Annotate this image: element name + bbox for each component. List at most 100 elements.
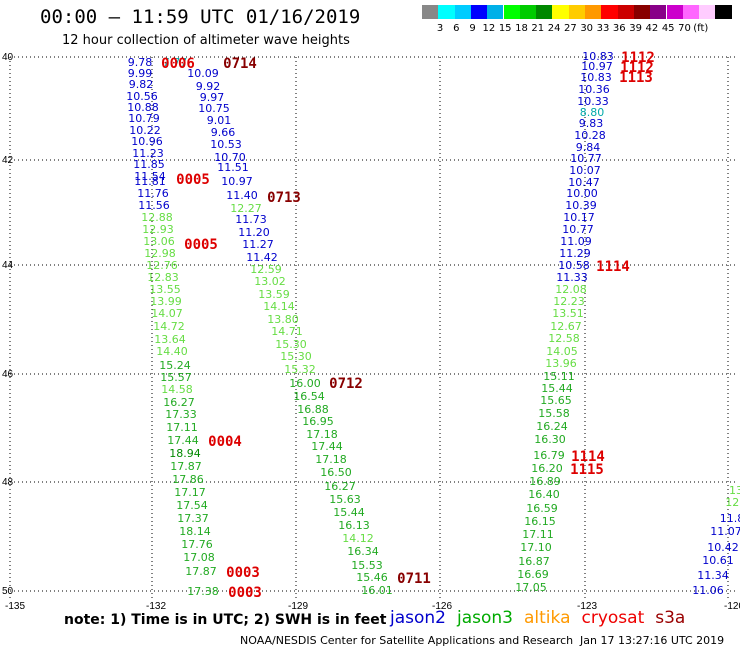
scale-label: 15: [498, 23, 512, 34]
swh-value: 17.76: [181, 538, 213, 551]
scale-label: 18: [515, 23, 528, 34]
scale-label: 39: [629, 23, 642, 34]
graticule: [9, 56, 735, 600]
swh-value: 11.09: [560, 235, 592, 248]
swh-value: 10.77: [562, 223, 594, 236]
swh-value: 16.00: [289, 377, 321, 390]
swh-value: 18.94: [169, 447, 201, 460]
swh-value: 11.29: [559, 247, 591, 260]
swh-value: 13: [729, 484, 740, 497]
swh-value: 8.80: [580, 106, 605, 119]
swh-value: 11.51: [217, 161, 249, 174]
scale-label: 9: [469, 23, 476, 34]
swh-value: 10.22: [129, 124, 161, 137]
scale-label: 21: [531, 23, 545, 34]
swh-value: 11.27: [242, 238, 274, 251]
swh-value: 10.07: [569, 164, 601, 177]
swh-value: 17.87: [185, 565, 217, 578]
swh-value: 15.44: [541, 382, 573, 395]
swh-value: 15.53: [351, 559, 383, 572]
swh-value: 10.33: [577, 95, 609, 108]
scale-label: 36: [612, 23, 626, 34]
swh-value: 13.99: [150, 295, 182, 308]
pass-time-label: 0004: [208, 434, 242, 450]
swh-value: 11.81: [134, 175, 166, 188]
note-text: note: 1) Time is in UTC; 2) SWH is in fe…: [64, 612, 387, 628]
swh-value: 16.27: [163, 396, 195, 409]
scale-swatch: [438, 5, 455, 19]
swh-value: 12.88: [141, 211, 173, 224]
scale-label: 30: [580, 23, 594, 34]
swh-value: 13.02: [254, 275, 286, 288]
satellite-legend: jason2 jason3 altika cryosat s3a: [390, 608, 696, 628]
legend-entry: altika: [524, 608, 571, 628]
x-tick-label: -129: [288, 601, 308, 612]
swh-value: 16.20: [531, 462, 563, 475]
y-tick-label: 50: [2, 586, 14, 597]
swh-value: 12.67: [550, 320, 582, 333]
scale-swatch: [715, 5, 732, 19]
swh-value: 12.08: [555, 283, 587, 296]
scale-swatch: [682, 5, 700, 19]
map-title: 00:00 – 11:59 UTC 01/16/2019: [40, 6, 361, 28]
swh-value: 9.78: [128, 56, 153, 69]
swh-value: 10.75: [198, 102, 230, 115]
swh-value: 9.84: [576, 141, 601, 154]
swh-value: 11.06: [692, 584, 724, 597]
swh-value: 17.08: [183, 551, 215, 564]
scale-label: 3: [436, 23, 444, 34]
swh-value: 10.96: [131, 135, 163, 148]
swh-value: 10.53: [210, 138, 242, 151]
swh-value: 9.97: [200, 91, 225, 104]
legend-entry: jason3: [457, 608, 513, 628]
legend-entry: jason2: [390, 608, 446, 628]
scale-swatch: [536, 5, 553, 19]
map-subtitle: 12 hour collection of altimeter wave hei…: [62, 33, 350, 48]
pass-time-label: 0713: [267, 190, 301, 206]
swh-value: 9.83: [579, 117, 604, 130]
swh-value: 12.76: [146, 259, 178, 272]
swh-value: 16.59: [526, 502, 558, 515]
pass-time-label: 0003: [228, 585, 262, 601]
swh-value: 10.97: [581, 60, 613, 73]
swh-value: 17.18: [306, 428, 338, 441]
swh-value: 14.12: [342, 532, 374, 545]
swh-value: 10.56: [126, 90, 158, 103]
swh-value: 9.66: [211, 126, 236, 139]
swh-value: 17.10: [520, 541, 552, 554]
swh-value: 10.36: [578, 83, 610, 96]
swh-value: 12.98: [144, 247, 176, 260]
swh-value: 17.11: [522, 528, 554, 541]
swh-value: 15.44: [333, 506, 365, 519]
swh-value: 12.83: [147, 271, 179, 284]
y-tick-label: 40: [2, 52, 14, 63]
swh-value: 14.05: [546, 345, 578, 358]
swh-value: 16.15: [524, 515, 556, 528]
swh-value: 12.23: [553, 295, 585, 308]
swh-value: 15.57: [160, 371, 192, 384]
swh-value: 17.37: [177, 512, 209, 525]
swh-value: 16.34: [347, 545, 379, 558]
swh-value: 12.93: [142, 223, 174, 236]
scale-swatch: [454, 5, 471, 19]
swh-value: 14.71: [271, 325, 303, 338]
scale-label: 27: [564, 23, 577, 34]
swh-value: 16.87: [518, 555, 550, 568]
pass-time-label: 1114: [571, 449, 605, 465]
swh-value: 10.00: [566, 187, 598, 200]
swh-value: 11.23: [132, 147, 164, 160]
timestamp-text: Jan 17 13:27:16 UTC 2019: [580, 634, 725, 647]
swh-value: 10.47: [568, 176, 600, 189]
swh-value: 16.01: [361, 584, 393, 597]
swh-value: 14.07: [151, 307, 183, 320]
pass-time-label: 0711: [397, 571, 431, 587]
scale-swatch: [633, 5, 651, 19]
scale-label: 6: [453, 23, 460, 34]
scale-swatch: [519, 5, 537, 19]
swh-value: 10.39: [565, 199, 597, 212]
swh-value: 16.95: [302, 415, 334, 428]
swh-value: 10.28: [574, 129, 606, 142]
swh-value: 17.38: [187, 585, 219, 598]
y-tick-label: 42: [2, 155, 14, 166]
